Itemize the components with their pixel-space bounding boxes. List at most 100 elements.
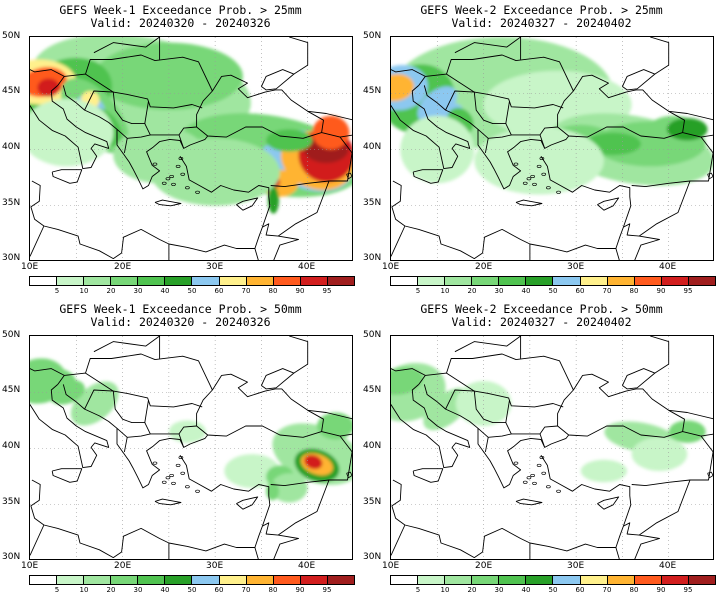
island-outline (152, 162, 158, 166)
country-border (30, 69, 65, 77)
coastline (260, 69, 295, 91)
precip-probability-map (30, 336, 352, 559)
country-border (254, 547, 259, 559)
map-panel: GEFS Week-1 Exceedance Prob. > 50mm Valid… (0, 299, 361, 598)
country-border (85, 54, 213, 92)
panel-title: GEFS Week-1 Exceedance Prob. > 50mm (59, 302, 302, 316)
colorbar-label: 95 (683, 287, 693, 295)
country-border (270, 451, 352, 487)
colorbar-swatch (327, 576, 354, 584)
map-panel: GEFS Week-2 Exceedance Prob. > 25mm Valid… (361, 0, 722, 299)
island-outline (161, 181, 167, 185)
colorbar-label: 95 (683, 586, 693, 594)
coastline (621, 69, 656, 91)
coastline (391, 384, 471, 469)
latitude-label: 45N (2, 86, 21, 96)
colorbar-label: 60 (214, 586, 224, 594)
coastline (196, 74, 324, 139)
country-border (123, 138, 128, 153)
lake-outline (707, 172, 713, 180)
country-border (144, 400, 149, 423)
colorbar-swatch (300, 576, 328, 584)
longitude-label: 40E (659, 561, 677, 571)
colorbar-swatch (84, 277, 112, 285)
probability-contour (94, 42, 243, 111)
island-outline (180, 471, 186, 475)
island-outline (526, 476, 532, 480)
colorbar-swatch (111, 277, 139, 285)
island-outline (522, 181, 528, 185)
country-border (30, 524, 45, 556)
probability-contour (668, 420, 706, 443)
country-border (123, 437, 128, 452)
island-outline (532, 481, 537, 485)
probability-contour (312, 115, 350, 150)
island-outline (530, 174, 535, 179)
map-frame (390, 335, 714, 560)
colorbar-label: 20 (106, 287, 116, 295)
country-border (273, 534, 299, 559)
colorbar-swatch (165, 576, 193, 584)
panel-valid-dates: Valid: 20240327 - 20240402 (451, 16, 632, 30)
panel-valid-dates: Valid: 20240327 - 20240402 (451, 315, 632, 329)
country-border (418, 372, 564, 408)
island-outline (175, 463, 181, 467)
colorbar-label: 95 (322, 287, 332, 295)
colorbar-swatch (246, 277, 274, 285)
country-border (391, 368, 426, 376)
latitude-label: 30N (2, 552, 21, 562)
map-frame (29, 335, 353, 560)
panel-title: GEFS Week-2 Exceedance Prob. > 25mm (420, 3, 663, 17)
country-border (85, 353, 213, 391)
country-border (445, 389, 512, 438)
island-outline (169, 174, 174, 179)
country-border (668, 110, 713, 121)
country-border (484, 138, 489, 153)
island-outline (536, 164, 542, 168)
colorbar-swatch (300, 277, 328, 285)
country-border (339, 136, 352, 154)
colorbar-swatch (273, 576, 301, 584)
island-outline (185, 186, 190, 190)
colorbar-swatch (634, 576, 662, 584)
map-panel: GEFS Week-1 Exceedance Prob. > 25mm Valid… (0, 0, 361, 299)
island-outline (171, 182, 176, 186)
longitude-label: 30E (206, 561, 224, 571)
country-border (700, 435, 713, 453)
country-border (650, 336, 670, 374)
probability-contour (37, 78, 60, 97)
country-border (93, 37, 160, 54)
island-outline (513, 162, 519, 166)
island-outline (195, 489, 200, 493)
precip-probability-map (30, 37, 352, 260)
coastline (412, 468, 444, 483)
colorbar-labels: 5 10 20 30 40 50 60 70 80 90 95 (29, 586, 355, 595)
colorbar-label: 90 (656, 586, 666, 594)
colorbar-label: 95 (322, 586, 332, 594)
colorbar-label: 60 (575, 586, 585, 594)
colorbar-swatch (526, 277, 554, 285)
coastline (30, 384, 110, 469)
country-border (144, 101, 149, 124)
colorbar-labels: 5 10 20 30 40 50 60 70 80 90 95 (390, 586, 716, 595)
colorbar (390, 575, 716, 585)
latitude-label: 30N (363, 253, 382, 263)
country-border (57, 372, 203, 408)
island-outline (532, 182, 537, 186)
coastline (423, 384, 570, 489)
colorbar-label: 50 (548, 287, 558, 295)
country-border (631, 152, 713, 188)
country-border (84, 90, 151, 139)
colorbar-swatch (607, 576, 635, 584)
colorbar-swatch (634, 277, 662, 285)
map-panel: GEFS Week-2 Exceedance Prob. > 50mm Valid… (361, 299, 722, 598)
latitude-label: 35N (363, 198, 382, 208)
country-border (505, 400, 510, 423)
latitude-label: 35N (2, 198, 21, 208)
country-border (484, 437, 489, 452)
island-outline (546, 186, 551, 190)
colorbar-swatch (688, 277, 715, 285)
country-border (631, 451, 713, 487)
colorbar-labels: 5 10 20 30 40 50 60 70 80 90 95 (29, 287, 355, 296)
lake-outline (346, 471, 352, 479)
